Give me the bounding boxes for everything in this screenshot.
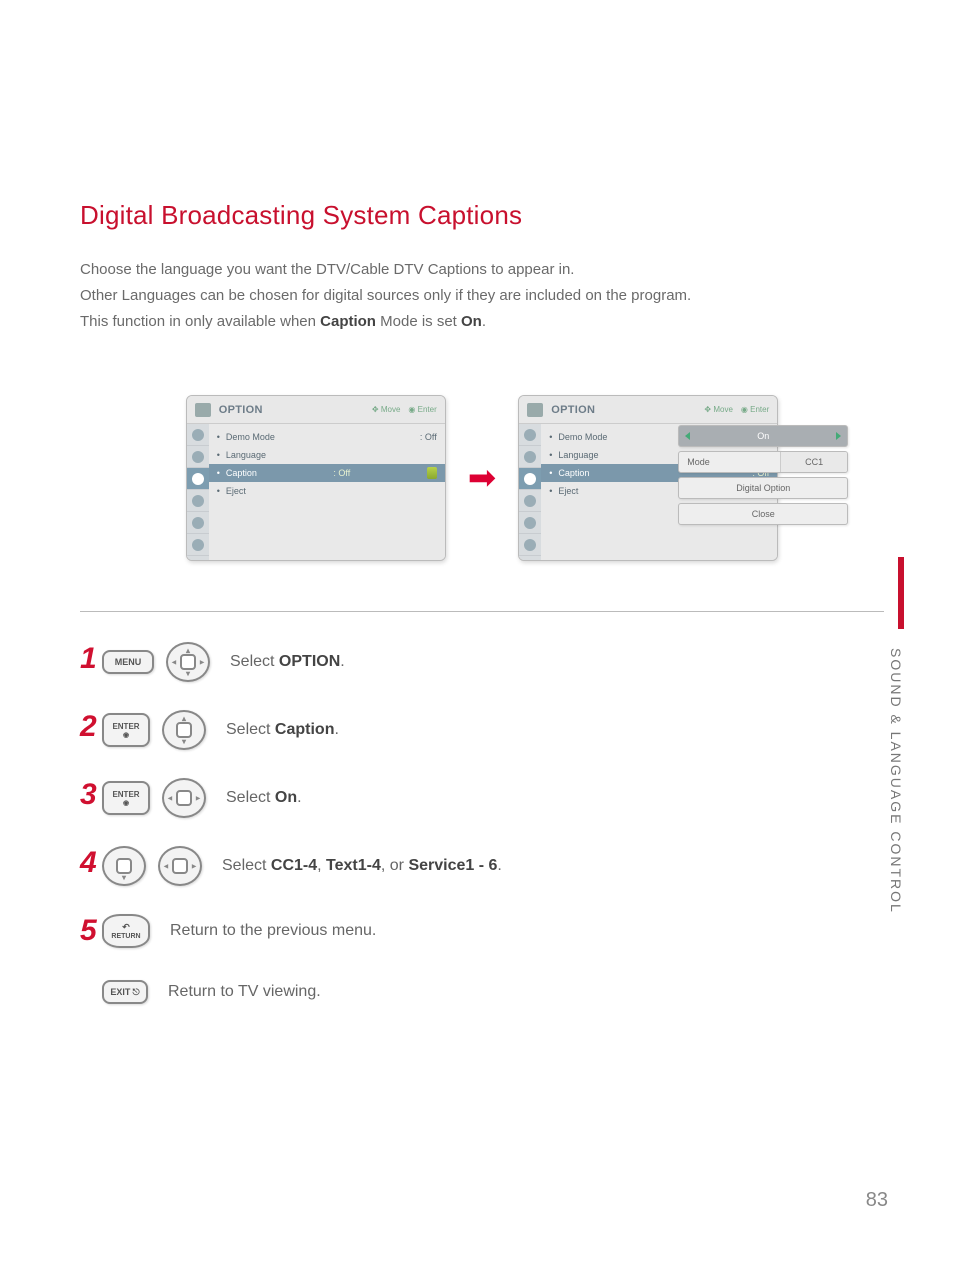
intro-l3c: Mode is set <box>376 313 461 330</box>
intro-line3: This function in only available when Cap… <box>80 309 884 335</box>
step-num-4: 4 <box>80 848 94 878</box>
step-4: 4 ▾ ◂ ▸ Select CC1-4, Text1-4, or Servic… <box>80 846 884 886</box>
hint-enter: Enter <box>418 405 437 414</box>
return-button[interactable]: ↶RETURN <box>102 914 150 948</box>
side-accent-bar <box>898 557 904 629</box>
intro-line2: Other Languages can be chosen for digita… <box>80 283 884 309</box>
intro-line1: Choose the language you want the DTV/Cab… <box>80 257 884 283</box>
step-1: 1 MENU ▴ ▾ ◂ ▸ Select OPTION. <box>80 642 884 682</box>
arrow-icon: ➡ <box>468 458 497 498</box>
intro-l3b: Caption <box>320 313 376 330</box>
enter-button-2[interactable]: ENTER◉ <box>102 781 150 815</box>
dpad-4way[interactable]: ▴ ▾ ◂ ▸ <box>166 642 210 682</box>
side-section-label: SOUND & LANGUAGE CONTROL <box>888 648 904 914</box>
step-5: 5 ↶RETURN Return to the previous menu. <box>80 914 884 948</box>
step-num-1: 1 <box>80 644 94 674</box>
osd-header: OPTION ✥ Move ◉ Enter <box>187 396 445 424</box>
steps-list: 1 MENU ▴ ▾ ◂ ▸ Select OPTION. 2 ENTER◉ ▴… <box>80 642 884 1008</box>
step-5-text: Return to the previous menu. <box>170 922 376 940</box>
overlay-close: Close <box>678 503 848 525</box>
intro-l3d: On <box>461 313 482 330</box>
step-num-5: 5 <box>80 916 94 946</box>
step-2: 2 ENTER◉ ▴ ▾ Select Caption. <box>80 710 884 750</box>
row-demo: •Demo Mode: Off <box>209 428 445 446</box>
overlay-mode: ModeCC1 <box>678 451 848 473</box>
osd-list: •Demo Mode: Off •Language •Caption: Off … <box>209 424 445 560</box>
page-title: Digital Broadcasting System Captions <box>80 200 884 231</box>
divider <box>80 611 884 612</box>
row-eject: •Eject <box>209 482 445 500</box>
overlay-digital: Digital Option <box>678 477 848 499</box>
screenshots-row: OPTION ✥ Move ◉ Enter •Demo Mode: Off <box>80 395 884 561</box>
step-3-text: Select On. <box>226 789 302 807</box>
row-caption-selected: •Caption: Off <box>209 464 445 482</box>
dpad-lr-2[interactable]: ◂ ▸ <box>158 846 202 886</box>
step-6-text: Return to TV viewing. <box>168 983 321 1001</box>
dpad-ud[interactable]: ▴ ▾ <box>162 710 206 750</box>
intro-l3a: This function in only available when <box>80 313 320 330</box>
osd-header-2: OPTION ✥ Move ◉ Enter <box>519 396 777 424</box>
intro-text: Choose the language you want the DTV/Cab… <box>80 257 884 335</box>
exit-button[interactable]: EXIT⎋ <box>102 980 148 1004</box>
osd-header-hints: ✥ Move ◉ Enter <box>372 405 437 414</box>
step-num-2: 2 <box>80 712 94 742</box>
step-1-text: Select OPTION. <box>230 653 345 671</box>
menu-button[interactable]: MENU <box>102 650 154 674</box>
osd-screen-1: OPTION ✥ Move ◉ Enter •Demo Mode: Off <box>186 395 446 561</box>
page-number: 83 <box>866 1189 888 1212</box>
hint-move: Move <box>381 405 401 414</box>
step-6: 0 EXIT⎋ Return to TV viewing. <box>80 976 884 1008</box>
side-tab: SOUND & LANGUAGE CONTROL <box>928 560 954 1020</box>
step-4-text: Select CC1-4, Text1-4, or Service1 - 6. <box>222 857 502 875</box>
step-2-text: Select Caption. <box>226 721 339 739</box>
osd-screen-2-wrap: OPTION ✥ Move ◉ Enter <box>518 395 778 561</box>
enter-button[interactable]: ENTER◉ <box>102 713 150 747</box>
step-3: 3 ENTER◉ ◂ ▸ Select On. <box>80 778 884 818</box>
osd-header-hints-2: ✥ Move ◉ Enter <box>704 405 769 414</box>
overlay-on: On <box>678 425 848 447</box>
osd-header-title-2: OPTION <box>551 404 595 416</box>
dpad-down[interactable]: ▾ <box>102 846 146 886</box>
option-icon <box>195 403 211 417</box>
osd-sidebar <box>187 424 209 560</box>
option-icon-2 <box>527 403 543 417</box>
sidebar-option-selected <box>187 468 209 490</box>
row-language: •Language <box>209 446 445 464</box>
osd-sidebar-2 <box>519 424 541 560</box>
osd-overlay: On ModeCC1 Digital Option Close <box>678 425 848 525</box>
updown-icon <box>427 467 437 479</box>
osd-body: •Demo Mode: Off •Language •Caption: Off … <box>187 424 445 560</box>
step-num-3: 3 <box>80 780 94 810</box>
intro-l3e: . <box>482 313 486 330</box>
osd-header-title: OPTION <box>219 404 263 416</box>
dpad-lr[interactable]: ◂ ▸ <box>162 778 206 818</box>
